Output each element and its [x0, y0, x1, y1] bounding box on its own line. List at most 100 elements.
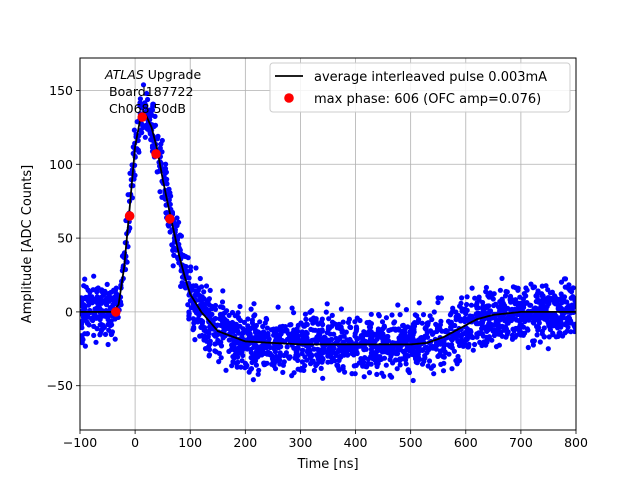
- sample-point: [368, 321, 374, 327]
- sample-point: [277, 350, 283, 356]
- x-tick-label: 800: [564, 435, 588, 450]
- sample-point: [520, 324, 527, 330]
- sample-point: [261, 360, 267, 366]
- sample-point: [269, 353, 275, 359]
- sample-point: [412, 312, 418, 318]
- sample-point: [241, 319, 247, 325]
- sample-point: [447, 312, 453, 318]
- sample-point: [514, 317, 520, 323]
- sample-point: [256, 367, 262, 373]
- sample-point: [339, 327, 345, 333]
- sample-point: [395, 346, 401, 352]
- sample-point: [430, 345, 436, 351]
- x-tick-label: 300: [289, 435, 313, 450]
- sample-point: [97, 317, 103, 323]
- sample-point: [271, 326, 277, 332]
- sample-point: [190, 327, 196, 333]
- sample-point: [528, 281, 534, 287]
- sample-point: [482, 304, 489, 310]
- sample-point: [495, 325, 501, 331]
- sample-point: [470, 334, 476, 341]
- sample-point: [302, 354, 308, 360]
- sample-point: [551, 297, 557, 303]
- sample-point: [441, 360, 447, 366]
- sample-point: [548, 319, 554, 325]
- sample-point: [235, 310, 241, 316]
- sample-point: [196, 297, 203, 303]
- sample-point: [89, 317, 95, 323]
- sample-point: [498, 304, 505, 310]
- sample-point: [248, 306, 254, 312]
- sample-point: [558, 319, 564, 325]
- x-tick-label: −100: [63, 435, 97, 450]
- sample-point: [470, 347, 476, 353]
- sample-point: [374, 371, 380, 377]
- sample-point: [402, 353, 408, 359]
- sample-point: [358, 356, 364, 362]
- sample-point: [154, 169, 160, 175]
- sample-point: [349, 371, 355, 377]
- sample-point: [505, 320, 511, 326]
- sample-point: [80, 337, 86, 343]
- sample-point: [558, 324, 564, 330]
- sample-point: [549, 312, 555, 318]
- sample-point: [536, 312, 542, 318]
- sample-point: [186, 309, 192, 315]
- sample-point: [380, 326, 386, 332]
- sample-point: [394, 351, 401, 357]
- sample-point: [441, 338, 447, 344]
- sample-point: [431, 371, 437, 377]
- sample-point: [345, 319, 351, 325]
- sample-point: [303, 337, 309, 344]
- average-line: [80, 114, 576, 346]
- sample-point: [453, 317, 459, 323]
- sample-point: [413, 320, 419, 326]
- sample-point: [318, 365, 324, 371]
- sample-point: [323, 309, 329, 315]
- sample-point: [437, 348, 444, 354]
- sample-point: [332, 358, 338, 364]
- sample-point: [320, 322, 326, 328]
- sample-point: [172, 222, 179, 228]
- sample-point: [219, 299, 226, 305]
- sample-point: [468, 302, 474, 308]
- sample-point: [520, 332, 527, 338]
- sample-point: [572, 296, 576, 302]
- sample-point: [137, 96, 143, 102]
- max-phase-point: [124, 211, 135, 221]
- sample-point: [231, 341, 237, 348]
- sample-point: [292, 355, 298, 361]
- sample-point: [435, 295, 441, 301]
- sample-point: [82, 306, 88, 312]
- sample-point: [302, 311, 308, 317]
- sample-point: [368, 311, 374, 317]
- sample-point: [539, 328, 546, 334]
- sample-point: [374, 356, 380, 362]
- sample-point: [391, 320, 397, 326]
- sample-point: [238, 364, 244, 370]
- sample-point: [155, 133, 161, 139]
- sample-point: [394, 366, 400, 372]
- sample-point: [228, 346, 235, 352]
- sample-point: [269, 361, 275, 367]
- sample-point: [508, 307, 514, 313]
- sample-point: [510, 335, 516, 341]
- sample-point: [196, 285, 202, 291]
- sample-point: [291, 337, 297, 343]
- sample-point: [375, 360, 381, 367]
- sample-point: [246, 369, 252, 375]
- sample-point: [257, 319, 263, 325]
- sample-point: [107, 323, 113, 329]
- sample-point: [302, 363, 308, 369]
- sample-point: [440, 354, 446, 360]
- x-tick-label: 200: [233, 435, 257, 450]
- sample-point: [249, 320, 255, 326]
- sample-point: [80, 321, 85, 327]
- sample-point: [361, 374, 367, 380]
- sample-point: [520, 315, 526, 321]
- y-tick-label: −50: [47, 378, 73, 393]
- sample-point: [253, 349, 259, 355]
- sample-point: [464, 336, 470, 342]
- sample-point: [340, 319, 346, 325]
- legend-label-max-phase: max phase: 606 (OFC amp=0.076): [314, 92, 541, 107]
